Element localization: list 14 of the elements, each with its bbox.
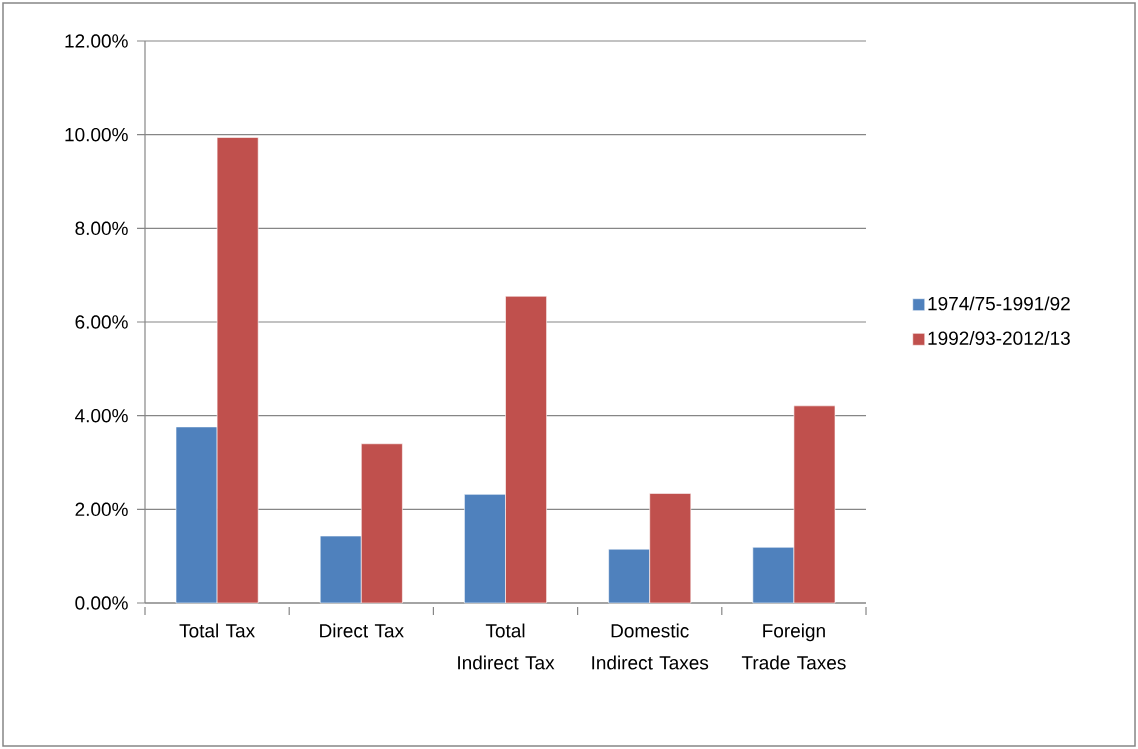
y-tick-label: 2.00% xyxy=(75,502,128,517)
x-tick-label: Total Tax xyxy=(179,623,255,638)
legend-label: 1974/75-1991/92 xyxy=(928,296,1070,311)
legend-label: 1992/93-2012/13 xyxy=(928,330,1070,345)
y-tick-label: 10.00% xyxy=(65,127,128,142)
y-tick-label: 4.00% xyxy=(75,408,128,423)
y-tick-label: 12.00% xyxy=(65,34,128,48)
y-tick-label: 6.00% xyxy=(75,315,128,329)
x-tick-label: Domestic Indirect Taxes xyxy=(592,623,709,670)
x-tick-label: Direct Tax xyxy=(320,623,404,638)
y-tick-label: 0.00% xyxy=(75,596,128,610)
x-tick-label: Foreign Trade Taxes xyxy=(741,623,846,670)
y-tick-label: 8.00% xyxy=(75,221,128,236)
x-tick-label: Total Indirect Tax xyxy=(458,623,555,670)
